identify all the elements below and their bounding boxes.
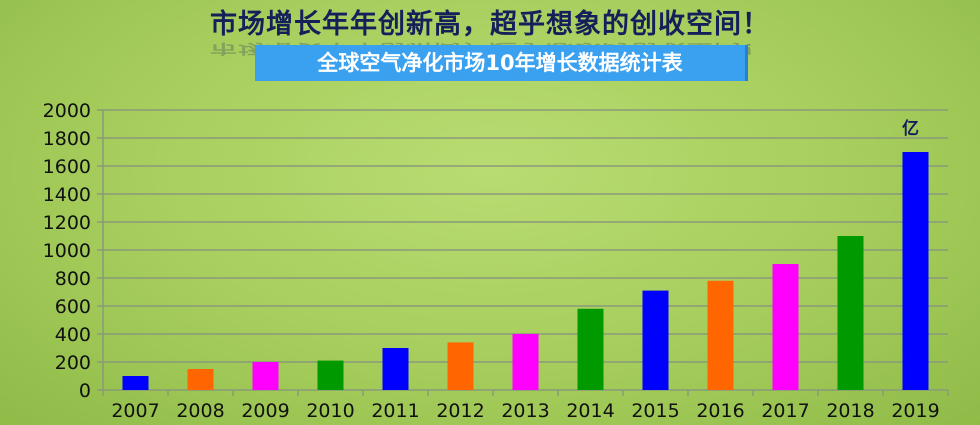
- headline: 市场增长年年创新高，超乎想象的创收空间！: [210, 9, 770, 40]
- x-tick-label: 2019: [891, 400, 939, 422]
- bar-2017: [772, 264, 799, 390]
- y-tick-label: 1400: [43, 184, 91, 206]
- bar-2010: [317, 360, 344, 390]
- bar-2008: [187, 369, 214, 390]
- bar-2014: [577, 308, 604, 390]
- x-tick-label: 2007: [111, 400, 159, 422]
- y-tick-label: 200: [55, 352, 91, 374]
- y-tick-label: 600: [55, 296, 91, 318]
- x-tick-label: 2009: [241, 400, 289, 422]
- y-tick-label: 1600: [43, 156, 91, 178]
- x-tick-label: 2010: [306, 400, 354, 422]
- bar-2012: [447, 342, 474, 390]
- bar-2013: [512, 334, 539, 390]
- bar-2007: [122, 376, 149, 390]
- bar-2018: [837, 236, 864, 390]
- x-tick-label: 2017: [761, 400, 809, 422]
- unit-label: 亿: [902, 119, 919, 139]
- y-tick-label: 2000: [43, 100, 91, 122]
- bar-2016: [707, 280, 734, 390]
- x-tick-label: 2014: [566, 400, 614, 422]
- y-tick-label: 1000: [43, 240, 91, 262]
- x-tick-label: 2015: [631, 400, 679, 422]
- bar-2019: [902, 152, 929, 390]
- x-tick-label: 2018: [826, 400, 874, 422]
- bar-2011: [382, 348, 409, 390]
- x-tick-label: 2011: [371, 400, 419, 422]
- x-tick-label: 2013: [501, 400, 549, 422]
- x-tick-label: 2008: [176, 400, 224, 422]
- x-tick-label: 2016: [696, 400, 744, 422]
- y-tick-label: 0: [79, 380, 91, 402]
- chart-title: 全球空气净化市场10年增长数据统计表: [255, 45, 748, 81]
- bar-2015: [642, 290, 669, 390]
- bar-2009: [252, 362, 279, 390]
- x-tick-label: 2012: [436, 400, 484, 422]
- y-tick-label: 400: [55, 324, 91, 346]
- y-tick-label: 1200: [43, 212, 91, 234]
- y-tick-label: 1800: [43, 128, 91, 150]
- y-tick-label: 800: [55, 268, 91, 290]
